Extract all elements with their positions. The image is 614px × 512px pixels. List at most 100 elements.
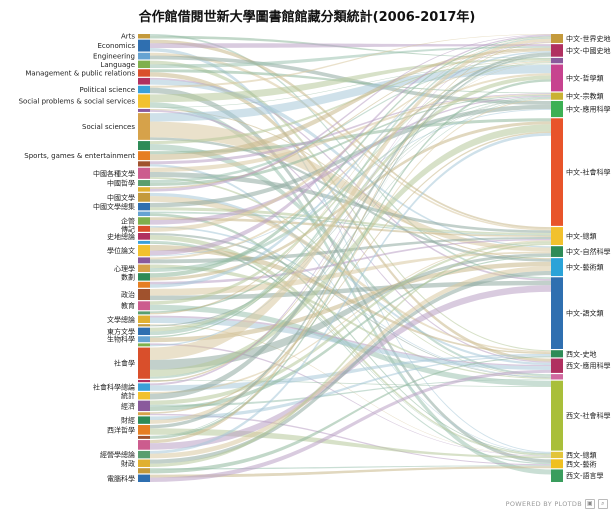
sankey-link[interactable]: [150, 207, 551, 235]
target-node[interactable]: [551, 64, 563, 92]
source-node[interactable]: [138, 233, 150, 240]
source-node[interactable]: [138, 450, 150, 459]
source-node[interactable]: [138, 108, 150, 112]
sankey-link[interactable]: [150, 36, 551, 278]
sankey-link[interactable]: [150, 132, 551, 454]
target-node[interactable]: [551, 118, 563, 226]
source-node[interactable]: [138, 202, 150, 211]
source-node[interactable]: [138, 474, 150, 482]
sankey-link[interactable]: [150, 38, 551, 338]
sankey-link[interactable]: [150, 317, 551, 370]
target-node[interactable]: [551, 380, 563, 451]
sankey-link[interactable]: [150, 62, 551, 305]
sankey-link[interactable]: [150, 378, 551, 407]
sankey-link[interactable]: [150, 242, 551, 456]
source-node[interactable]: [138, 324, 150, 327]
source-node[interactable]: [138, 34, 150, 39]
target-node[interactable]: [551, 451, 563, 459]
sankey-link[interactable]: [150, 261, 551, 343]
source-node[interactable]: [138, 301, 150, 311]
source-node[interactable]: [138, 383, 150, 391]
sankey-link[interactable]: [150, 64, 551, 122]
target-node[interactable]: [551, 350, 563, 358]
sankey-link[interactable]: [150, 255, 551, 412]
sankey-link[interactable]: [150, 110, 551, 363]
source-node[interactable]: [138, 400, 150, 412]
sankey-link[interactable]: [150, 62, 551, 347]
source-node[interactable]: [138, 257, 150, 264]
sankey-link[interactable]: [150, 131, 551, 414]
sankey-link[interactable]: [150, 241, 551, 405]
sankey-link[interactable]: [150, 35, 551, 256]
sankey-link[interactable]: [150, 39, 551, 229]
sankey-link[interactable]: [150, 61, 551, 232]
sankey-link[interactable]: [150, 94, 551, 186]
sankey-link[interactable]: [150, 79, 551, 439]
sankey-link[interactable]: [150, 75, 551, 332]
source-node[interactable]: [138, 379, 150, 383]
sankey-link[interactable]: [150, 42, 551, 444]
sankey-link[interactable]: [150, 253, 551, 370]
target-node[interactable]: [551, 246, 563, 257]
source-node[interactable]: [138, 60, 150, 69]
sankey-link[interactable]: [150, 50, 551, 189]
zoom-icon[interactable]: ⌕: [598, 499, 608, 509]
source-node[interactable]: [138, 416, 150, 424]
target-node[interactable]: [551, 34, 563, 43]
sankey-link[interactable]: [150, 356, 551, 474]
source-node[interactable]: [138, 264, 150, 272]
sankey-link[interactable]: [150, 69, 551, 94]
source-node[interactable]: [138, 392, 150, 400]
source-node[interactable]: [138, 459, 150, 467]
sankey-link[interactable]: [150, 98, 551, 379]
sankey-link[interactable]: [150, 46, 551, 69]
target-node[interactable]: [551, 227, 563, 245]
source-node[interactable]: [138, 180, 150, 186]
sankey-link[interactable]: [150, 43, 551, 48]
source-node[interactable]: [138, 151, 150, 161]
sankey-link[interactable]: [150, 121, 551, 281]
sankey-link[interactable]: [150, 41, 551, 386]
sankey-link[interactable]: [150, 369, 551, 482]
sankey-link[interactable]: [150, 34, 551, 88]
source-node[interactable]: [138, 52, 150, 60]
sankey-link[interactable]: [150, 60, 551, 183]
source-node[interactable]: [138, 311, 150, 315]
target-node[interactable]: [551, 57, 563, 64]
sankey-link[interactable]: [150, 354, 551, 391]
sankey-link[interactable]: [150, 98, 551, 424]
target-node[interactable]: [551, 374, 563, 380]
sankey-link[interactable]: [150, 72, 551, 362]
sankey-link[interactable]: [150, 64, 551, 108]
source-node[interactable]: [138, 288, 150, 301]
sankey-link[interactable]: [150, 51, 551, 288]
source-node[interactable]: [138, 77, 150, 85]
sankey-link[interactable]: [150, 95, 551, 225]
sankey-link[interactable]: [150, 38, 551, 360]
sankey-link[interactable]: [150, 93, 551, 165]
target-node[interactable]: [551, 277, 563, 349]
sankey-link[interactable]: [150, 37, 551, 315]
sankey-link[interactable]: [150, 60, 551, 352]
target-node[interactable]: [551, 358, 563, 373]
sankey-link[interactable]: [150, 124, 551, 377]
source-node[interactable]: [138, 240, 150, 244]
sankey-link[interactable]: [150, 251, 551, 296]
sankey-link[interactable]: [150, 37, 551, 336]
sankey-link[interactable]: [150, 79, 551, 248]
sankey-link[interactable]: [150, 245, 551, 355]
source-node[interactable]: [138, 343, 150, 347]
sankey-link[interactable]: [150, 56, 551, 437]
source-node[interactable]: [138, 336, 150, 343]
sankey-link[interactable]: [150, 379, 551, 387]
sankey-link[interactable]: [150, 93, 551, 173]
source-node[interactable]: [138, 281, 150, 288]
sankey-link[interactable]: [150, 315, 551, 367]
source-node[interactable]: [138, 315, 150, 323]
source-node[interactable]: [138, 141, 150, 150]
source-node[interactable]: [138, 211, 150, 217]
source-node[interactable]: [138, 192, 150, 202]
source-node[interactable]: [138, 113, 150, 140]
source-node[interactable]: [138, 217, 150, 225]
source-node[interactable]: [138, 187, 150, 192]
